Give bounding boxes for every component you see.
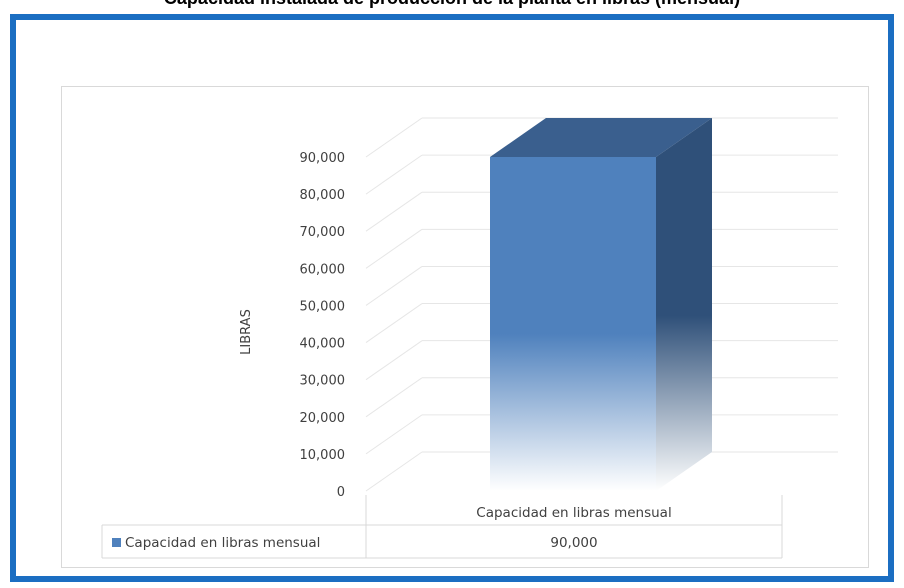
gridline-side [365, 340, 423, 381]
y-tick-label: 30,000 [300, 374, 346, 389]
y-tick-label: 90,000 [300, 151, 346, 166]
y-tick-label: 40,000 [300, 337, 346, 352]
table-value: 90,000 [550, 535, 597, 551]
bar-top-face [490, 118, 712, 157]
page-title: Capacidad instalada de producción de la … [0, 0, 904, 9]
legend-key [112, 538, 121, 547]
y-tick-label: 10,000 [300, 448, 346, 463]
table-row-label: Capacidad en libras mensual [125, 535, 320, 551]
y-tick-label: 20,000 [300, 411, 346, 426]
gridline-side [365, 117, 423, 158]
bar-capacidad [490, 157, 656, 491]
gridline-side [365, 191, 423, 232]
gridline-side [365, 154, 423, 195]
y-tick-label: 70,000 [300, 225, 346, 240]
chart-area: 0 10,000 20,000 30,000 40,000 50,000 60,000 70,… [61, 86, 869, 568]
gridline-side [365, 377, 423, 418]
x-category-label: Capacidad en libras mensual [476, 505, 671, 521]
y-tick-label: 80,000 [300, 188, 346, 203]
y-tick-label: 60,000 [300, 262, 346, 277]
gridline-side [365, 451, 423, 492]
gridline-side [365, 303, 423, 343]
gridline-side [365, 266, 423, 306]
gridline-side [365, 228, 423, 269]
y-axis-title: LIBRAS [239, 309, 254, 355]
y-tick-label: 50,000 [300, 299, 346, 314]
y-tick-label: 0 [337, 485, 345, 500]
bar-side-face [656, 118, 712, 491]
chart-frame: 0 10,000 20,000 30,000 40,000 50,000 60,000 70,… [10, 14, 894, 582]
gridline-side [365, 414, 423, 455]
bar-chart-3d: 0 10,000 20,000 30,000 40,000 50,000 60,000 70,… [101, 117, 838, 559]
